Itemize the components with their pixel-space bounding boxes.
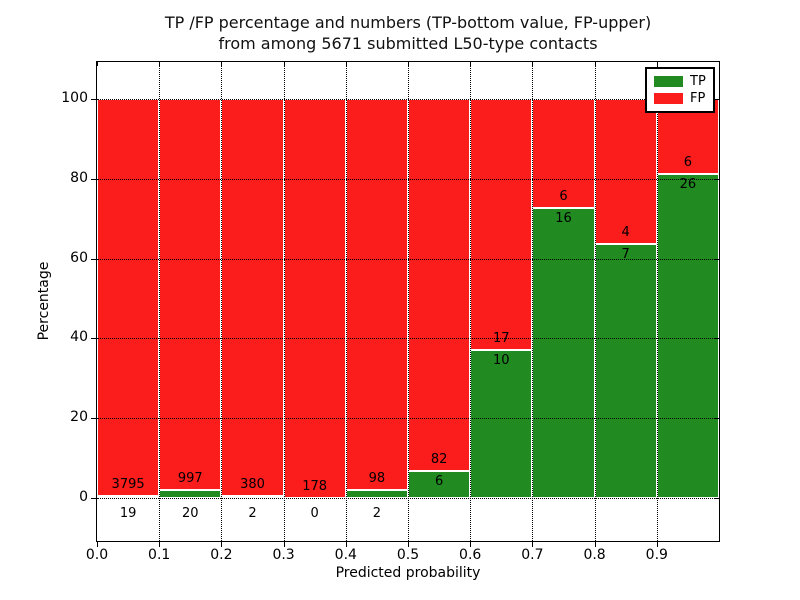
- fp-count-label: 98: [368, 471, 386, 487]
- fp-count-label: 3795: [111, 477, 145, 492]
- x-tick: [532, 542, 534, 547]
- gridline-vertical: [345, 62, 347, 541]
- plot-area: 3795 19 997 20 380 2 178 0 98 2 82 6 17 10 6 16 4 7 6 26: [96, 61, 720, 542]
- legend: TP FP: [645, 67, 715, 113]
- bar-segment-tp: [159, 490, 222, 498]
- tp-count-label: 10: [493, 353, 510, 369]
- legend-swatch-fp: [654, 93, 683, 104]
- legend-row: FP: [654, 90, 713, 106]
- y-tick-label: 80: [70, 169, 88, 186]
- x-tick-top: [97, 62, 98, 66]
- gridline-horizontal: [97, 99, 719, 100]
- tp-count-label: 2: [372, 506, 382, 521]
- gridline-vertical: [656, 62, 658, 541]
- fp-count-label: 380: [240, 476, 265, 492]
- tp-count-label: 26: [679, 176, 697, 192]
- gridline-horizontal: [97, 258, 719, 260]
- gridline-horizontal: [97, 418, 719, 420]
- chart-title-line2: from among 5671 submitted L50-type conta…: [218, 34, 598, 53]
- fp-count-label: 178: [302, 479, 328, 494]
- bar-segment-tp: [345, 490, 408, 498]
- gridline-vertical: [470, 62, 472, 541]
- x-tick: [283, 542, 285, 547]
- gridline-horizontal: [97, 178, 719, 180]
- fp-count-label: 4: [621, 225, 630, 241]
- y-tick: [91, 99, 96, 100]
- bar-segment-fp: [594, 99, 657, 245]
- x-tick: [656, 542, 658, 547]
- y-tick-label: 60: [70, 249, 88, 266]
- tp-count-label: 0: [310, 506, 319, 521]
- y-tick: [91, 178, 96, 180]
- fp-count-label: 6: [559, 188, 568, 204]
- gridline-vertical: [532, 62, 534, 541]
- y-tick: [91, 258, 96, 260]
- gridline-horizontal: [97, 338, 719, 340]
- y-tick-label: 20: [70, 409, 88, 426]
- x-tick: [345, 542, 347, 547]
- x-tick: [97, 542, 98, 547]
- tp-count-label: 6: [434, 473, 444, 489]
- y-tick-label: 100: [61, 90, 88, 106]
- x-tick-label: 0.5: [396, 547, 420, 563]
- legend-label-tp: TP: [690, 73, 706, 89]
- x-tick-label: 0.2: [210, 547, 233, 563]
- bar-segment-fp: [345, 99, 408, 491]
- y-tick: [91, 338, 96, 340]
- x-tick-label: 0.7: [521, 547, 544, 563]
- gridline-horizontal: [97, 498, 719, 499]
- x-tick: [470, 542, 472, 547]
- tp-count-label: 7: [621, 247, 630, 263]
- bar-segment-fp: [408, 99, 471, 471]
- x-tick-label: 0.1: [148, 547, 171, 563]
- bar-segment-tp: [97, 496, 160, 498]
- chart-title-line1: TP /FP percentage and numbers (TP-bottom…: [164, 13, 652, 32]
- x-tick: [159, 542, 161, 547]
- x-tick-label: 0.6: [459, 547, 482, 563]
- gridline-vertical: [408, 62, 409, 541]
- fp-count-label: 997: [177, 471, 203, 487]
- fp-count-label: 6: [683, 154, 693, 170]
- bar-segment-fp: [532, 99, 595, 208]
- gridline-vertical: [221, 62, 223, 541]
- gridline-vertical: [159, 62, 161, 541]
- y-tick: [91, 418, 96, 420]
- fp-count-label: 82: [430, 451, 448, 467]
- bar-segment-tp: [656, 173, 719, 498]
- x-tick: [408, 542, 409, 547]
- y-axis-label: Percentage: [36, 261, 52, 341]
- bar-segment-tp: [408, 470, 471, 498]
- bar-segment-fp: [221, 99, 284, 496]
- y-tick: [91, 498, 96, 499]
- chart-title: TP /FP percentage and numbers (TP-bottom…: [16, 12, 800, 54]
- x-tick-label: 0.9: [645, 547, 668, 563]
- gridline-vertical: [283, 62, 285, 541]
- y-tick-label: 40: [70, 329, 88, 346]
- bar-segment-fp: [159, 99, 222, 491]
- x-tick-label: 0.4: [334, 547, 357, 563]
- legend-label-fp: FP: [690, 90, 706, 106]
- gridline-vertical: [594, 62, 596, 541]
- tp-count-label: 19: [119, 506, 137, 521]
- x-tick-label: 0.0: [85, 547, 109, 563]
- x-tick-label: 0.8: [583, 547, 606, 563]
- bar-segment-tp: [470, 350, 533, 498]
- x-tick: [221, 542, 223, 547]
- bar-segment-fp: [97, 99, 160, 496]
- bar-segment-tp: [594, 244, 657, 498]
- x-axis-label: Predicted probability: [335, 565, 481, 581]
- bar-segment-fp: [470, 99, 533, 351]
- tp-count-label: 16: [555, 210, 572, 226]
- tp-count-label: 20: [182, 506, 199, 521]
- x-tick-label: 0.3: [272, 547, 295, 563]
- bar-segment-tp: [532, 207, 595, 498]
- x-tick: [594, 542, 596, 547]
- tp-count-label: 2: [248, 506, 257, 521]
- fp-count-label: 17: [493, 331, 510, 347]
- legend-row: TP: [654, 73, 713, 89]
- legend-swatch-tp: [654, 76, 683, 87]
- bar-segment-fp: [283, 99, 346, 498]
- y-tick-label: 0: [79, 489, 88, 505]
